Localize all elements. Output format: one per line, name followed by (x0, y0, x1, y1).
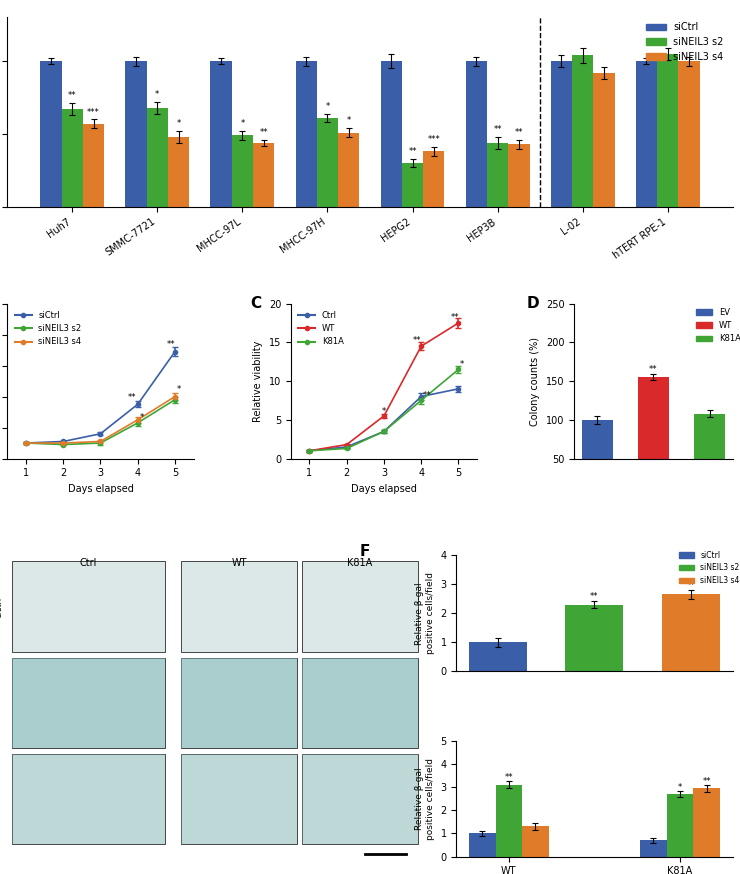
FancyBboxPatch shape (302, 561, 417, 652)
Bar (693, 788, 720, 857)
Text: ***: *** (87, 108, 100, 116)
FancyBboxPatch shape (181, 658, 297, 748)
Bar (402, 163, 423, 207)
Bar (572, 55, 593, 207)
Text: **: ** (408, 147, 417, 156)
X-axis label: Days elapsed: Days elapsed (351, 484, 417, 494)
Bar (593, 73, 614, 207)
Bar (469, 833, 496, 857)
Text: siNEIL3 s2: siNEIL3 s2 (0, 683, 3, 723)
Text: **: ** (423, 391, 431, 400)
Bar (679, 61, 699, 207)
Text: **: ** (494, 125, 502, 134)
Text: *: * (155, 90, 159, 99)
Text: **: ** (260, 128, 268, 137)
Bar (317, 118, 338, 207)
Text: **: ** (687, 580, 696, 590)
FancyBboxPatch shape (12, 658, 165, 748)
Bar (338, 133, 360, 207)
Bar (380, 61, 402, 207)
Bar (496, 785, 522, 857)
Bar (469, 642, 527, 671)
Bar (565, 605, 623, 671)
Bar (41, 61, 61, 207)
Legend: EV, WT, K81A: EV, WT, K81A (693, 305, 740, 347)
FancyBboxPatch shape (181, 561, 297, 652)
Legend: siCtrl, siNEIL3 s2, siNEIL3 s4: siCtrl, siNEIL3 s2, siNEIL3 s4 (12, 308, 84, 350)
FancyBboxPatch shape (181, 754, 297, 844)
Bar (667, 794, 693, 857)
Bar (465, 61, 487, 207)
Bar (638, 378, 669, 497)
Text: C: C (250, 296, 261, 311)
Bar (657, 54, 679, 207)
Legend: siCtrl, siNEIL3 s2, siNEIL3 s4: siCtrl, siNEIL3 s2, siNEIL3 s4 (676, 548, 740, 588)
Bar (83, 124, 104, 207)
Bar (168, 137, 189, 207)
FancyBboxPatch shape (181, 754, 297, 844)
Text: *: * (176, 119, 181, 128)
FancyBboxPatch shape (302, 658, 417, 748)
Text: *: * (346, 116, 351, 125)
Text: **: ** (591, 592, 599, 600)
Y-axis label: Relative viability: Relative viability (253, 340, 263, 422)
Text: siCtrl: siCtrl (0, 596, 3, 616)
Text: **: ** (167, 340, 175, 349)
Y-axis label: Relative β-gal
positive cells/field: Relative β-gal positive cells/field (415, 572, 435, 655)
Text: *: * (177, 385, 181, 394)
Text: F: F (360, 544, 370, 558)
Legend: siCtrl, siNEIL3 s2, siNEIL3 s4: siCtrl, siNEIL3 s2, siNEIL3 s4 (642, 18, 727, 66)
Bar (232, 135, 253, 207)
Legend: Ctrl, WT, K81A: Ctrl, WT, K81A (295, 308, 347, 350)
Y-axis label: Colony counts (%): Colony counts (%) (531, 336, 540, 426)
Text: ***: *** (428, 135, 440, 144)
Bar (508, 144, 530, 207)
FancyBboxPatch shape (302, 754, 417, 844)
FancyBboxPatch shape (302, 754, 417, 844)
FancyBboxPatch shape (181, 658, 297, 748)
Text: **: ** (649, 364, 658, 374)
Bar (253, 142, 275, 207)
Bar (662, 594, 720, 671)
Bar (126, 61, 147, 207)
Text: K81A: K81A (347, 558, 372, 568)
Text: **: ** (505, 773, 513, 782)
FancyBboxPatch shape (302, 658, 417, 748)
FancyBboxPatch shape (12, 754, 165, 844)
Bar (636, 61, 657, 207)
Text: **: ** (68, 92, 76, 101)
Bar (640, 840, 667, 857)
Text: **: ** (128, 392, 136, 402)
Text: WT: WT (232, 558, 247, 568)
Bar (423, 151, 445, 207)
Text: **: ** (451, 313, 459, 322)
Bar (522, 827, 549, 857)
Bar (295, 61, 317, 207)
Bar (551, 61, 572, 207)
Bar (487, 142, 508, 207)
Text: *: * (678, 783, 682, 792)
FancyBboxPatch shape (12, 658, 165, 748)
Text: **: ** (413, 336, 422, 345)
Text: **: ** (514, 128, 523, 137)
Text: siNEIL3 s4: siNEIL3 s4 (0, 780, 3, 819)
Text: *: * (240, 119, 244, 128)
Text: *: * (382, 406, 386, 416)
Text: Ctrl: Ctrl (79, 558, 97, 568)
X-axis label: Days elapsed: Days elapsed (67, 484, 133, 494)
Bar (61, 109, 83, 207)
FancyBboxPatch shape (12, 754, 165, 844)
Text: *: * (326, 101, 329, 111)
Bar (210, 61, 232, 207)
Bar (582, 420, 613, 497)
Text: D: D (527, 296, 539, 311)
Y-axis label: Relative β-gal
positive cells/field: Relative β-gal positive cells/field (415, 758, 435, 840)
FancyBboxPatch shape (12, 561, 165, 652)
Text: *: * (460, 360, 464, 369)
Text: *: * (139, 413, 144, 422)
Text: **: ** (702, 776, 711, 786)
Bar (147, 108, 168, 207)
Bar (694, 413, 725, 497)
